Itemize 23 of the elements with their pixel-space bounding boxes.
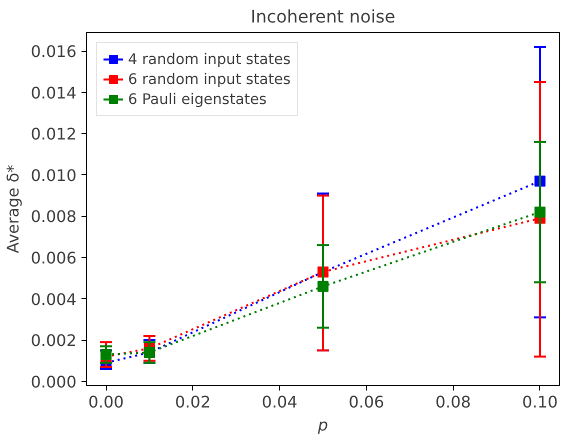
- y-tick-label: 0.016: [30, 42, 77, 62]
- y-tick-label: 0.004: [30, 290, 77, 309]
- x-axis-title: p: [316, 416, 328, 434]
- y-tick-label: 0.012: [30, 124, 77, 144]
- legend-label: 6 random input states: [128, 70, 291, 88]
- y-tick-label: 0.010: [30, 166, 77, 185]
- y-tick-label: 0.000: [30, 372, 77, 392]
- x-tick-label: 0.02: [175, 392, 211, 412]
- point: [534, 206, 546, 218]
- y-tick-label: 0.002: [30, 331, 77, 350]
- legend-label: 6 Pauli eigenstates: [128, 90, 267, 108]
- point: [318, 280, 328, 292]
- legend-label: 4 random input states: [128, 50, 291, 68]
- x-tick-label: 0.08: [435, 392, 471, 412]
- y-tick-label: 0.008: [30, 207, 77, 226]
- y-tick-label: 0.006: [30, 248, 77, 268]
- x-tick-label: 0.00: [88, 392, 124, 412]
- chart-title: Incoherent noise: [250, 8, 396, 28]
- x-tick-label: 0.06: [348, 392, 384, 412]
- x-tick-label: 0.10: [522, 392, 558, 412]
- y-tick-label: 0.014: [30, 83, 77, 102]
- x-tick-label: 0.04: [262, 392, 298, 412]
- y-axis-title: Average δ*: [4, 164, 23, 254]
